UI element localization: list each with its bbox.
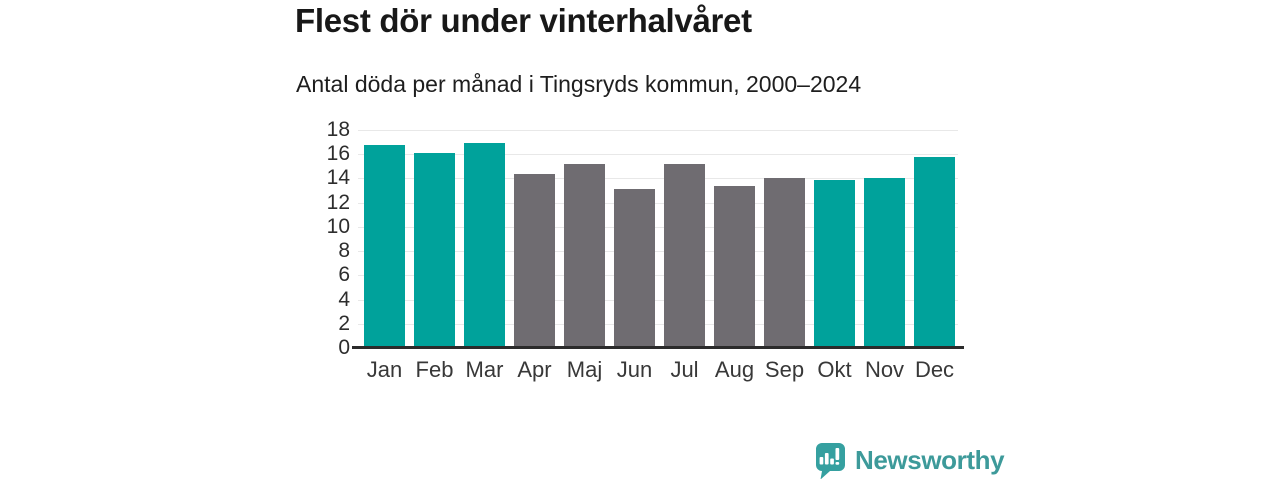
y-axis-label-16: 16 [326,142,350,166]
bar-jun [614,189,655,348]
chart-subtitle: Antal döda per månad i Tingsryds kommun,… [296,71,862,97]
x-axis-label-jun: Jun [616,357,653,382]
bar-jan [364,144,405,348]
logo-bar-1 [819,457,824,465]
y-axis-label-2: 2 [338,311,350,335]
logo-exclamation-dot [835,462,840,465]
x-axis-label-mar: Mar [465,357,504,382]
bar-okt [814,179,855,348]
chart-title: Flest dör under vinterhalvåret [295,2,752,39]
logo-bar-3 [830,458,834,465]
y-axis-label-18: 18 [326,118,350,142]
x-axis-label-dec: Dec [914,357,955,382]
bar-feb [414,153,455,348]
x-axis-label-apr: Apr [517,357,552,382]
gridline-16 [358,154,958,156]
x-axis-label-jul: Jul [670,357,699,382]
bar-nov [864,178,905,348]
gridline-8 [358,251,958,253]
bar-maj [564,163,605,348]
bar-sep [764,178,805,348]
logo-exclamation-line [835,448,840,460]
newsworthy-logo-icon [816,443,845,479]
gridline-14 [358,178,958,180]
y-axis-label-12: 12 [326,190,350,214]
gridline-2 [358,323,958,325]
gridline-6 [358,275,958,277]
gridline-4 [358,299,958,301]
gridline-12 [358,202,958,204]
plot-area [352,130,964,349]
y-axis-label-8: 8 [338,239,350,263]
x-axis-label-okt: Okt [817,357,852,382]
x-axis-label-jan: Jan [366,357,403,382]
x-axis-label-sep: Sep [764,357,805,382]
x-axis-line [352,346,964,349]
x-axis-label-nov: Nov [864,357,905,382]
y-axis-labels: 0 2 4 6 8 10 12 14 16 18 [270,119,350,358]
gridline-18 [358,130,958,131]
bar-jul [664,163,705,348]
bar-mar [464,143,505,348]
bar-apr [514,173,555,348]
y-axis-label-10: 10 [326,214,350,238]
logo-bar-2 [824,453,829,465]
bar-aug [714,185,755,348]
x-axis-label-feb: Feb [415,357,454,382]
x-axis-labels: Jan Feb Mar Apr Maj Jun Jul Aug Sep Okt Nov Dec [358,359,958,385]
gridline-10 [358,226,958,228]
y-axis-label-14: 14 [326,166,350,190]
bar-dec [914,156,955,348]
branding: Newsworthy [810,441,1005,479]
y-axis-label-0: 0 [338,336,350,360]
y-axis-label-4: 4 [338,287,350,311]
x-axis-label-maj: Maj [566,357,603,382]
y-axis-label-6: 6 [338,263,350,287]
x-axis-label-aug: Aug [714,357,755,382]
newsworthy-wordmark: Newsworthy [855,445,1005,475]
